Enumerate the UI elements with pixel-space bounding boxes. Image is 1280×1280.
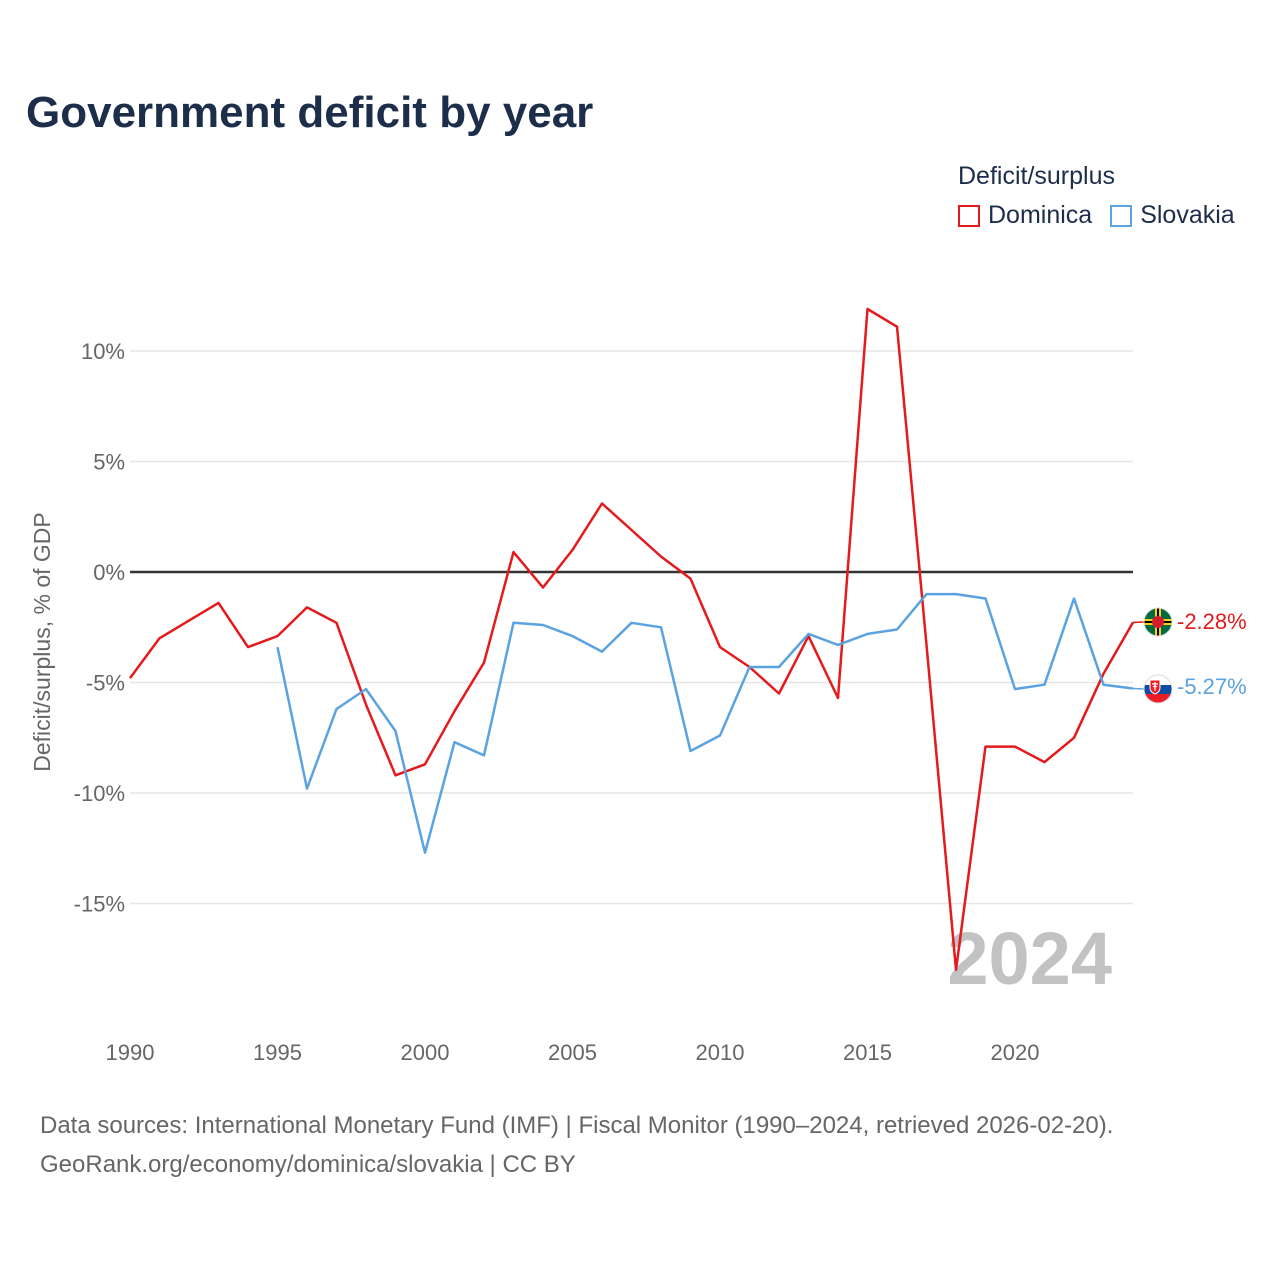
legend: Deficit/surplus Dominica Slovakia [958, 162, 1235, 230]
y-tick-label: 0% [93, 560, 125, 585]
series-line-dominica[interactable] [128, 307, 1135, 972]
legend-item-slovakia[interactable]: Slovakia [1110, 201, 1235, 230]
x-tick-label: 2015 [843, 1040, 892, 1065]
y-tick-label: 10% [81, 339, 125, 364]
y-axis-label: Deficit/surplus, % of GDP [29, 512, 55, 771]
end-connector-slovakia [1132, 687, 1145, 690]
x-tick-label: 2020 [991, 1040, 1040, 1065]
y-tick-label: -15% [74, 892, 125, 917]
x-tick-label: 2000 [401, 1040, 450, 1065]
legend-title: Deficit/surplus [958, 162, 1115, 190]
slovakia-flag-icon [1144, 675, 1172, 703]
end-label-slovakia: -5.27% [1177, 674, 1247, 699]
dominica-flag-icon [1144, 608, 1172, 636]
x-tick-label: 2005 [548, 1040, 597, 1065]
legend-label-slovakia: Slovakia [1140, 201, 1235, 229]
end-label-dominica: -2.28% [1177, 609, 1247, 634]
legend-item-dominica[interactable]: Dominica [958, 201, 1092, 230]
x-tick-label: 1990 [106, 1040, 155, 1065]
footer-credit[interactable]: GeoRank.org/economy/dominica/slovakia | … [40, 1151, 576, 1178]
y-tick-label: -5% [86, 671, 125, 696]
series-line-slovakia[interactable] [276, 592, 1134, 854]
chart-title: Government deficit by year [26, 88, 594, 137]
legend-label-dominica: Dominica [988, 201, 1093, 229]
legend-swatch-slovakia [1110, 204, 1133, 227]
y-tick-label: -10% [74, 781, 125, 806]
y-tick-label: 5% [93, 450, 125, 475]
footer: Data sources: International Monetary Fun… [40, 1106, 1113, 1184]
x-tick-label: 1995 [253, 1040, 302, 1065]
x-tick-label: 2010 [696, 1040, 745, 1065]
footer-sources: Data sources: International Monetary Fun… [40, 1112, 1114, 1139]
legend-swatch-dominica [958, 204, 980, 227]
year-watermark: 2024 [947, 917, 1112, 1000]
